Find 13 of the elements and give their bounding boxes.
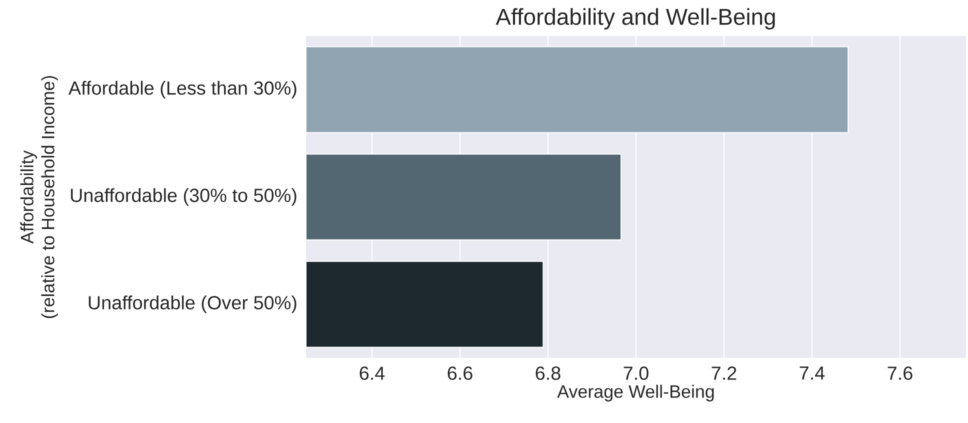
x-tick-label: 7.4: [800, 366, 825, 380]
x-axis-title: Average Well-Being: [557, 384, 714, 402]
x-tick-label: 6.6: [448, 366, 472, 380]
y-tick-label: Unaffordable (30% to 50%): [70, 188, 296, 206]
x-tick-label: 6.4: [360, 366, 385, 380]
y-axis-title: Affordability (relative to Household Income): [20, 76, 58, 318]
x-tick-label: 7.6: [888, 366, 912, 380]
y-tick-label: Affordable (Less than 30%): [68, 80, 296, 98]
y-tick-label: Unaffordable (Over 50%): [88, 296, 296, 314]
x-tick-label: 7.0: [624, 366, 648, 380]
x-tick-label: 6.8: [536, 366, 560, 380]
chart-title: Affordability and Well-Being: [496, 8, 775, 30]
x-tick-label: 7.2: [712, 366, 736, 380]
